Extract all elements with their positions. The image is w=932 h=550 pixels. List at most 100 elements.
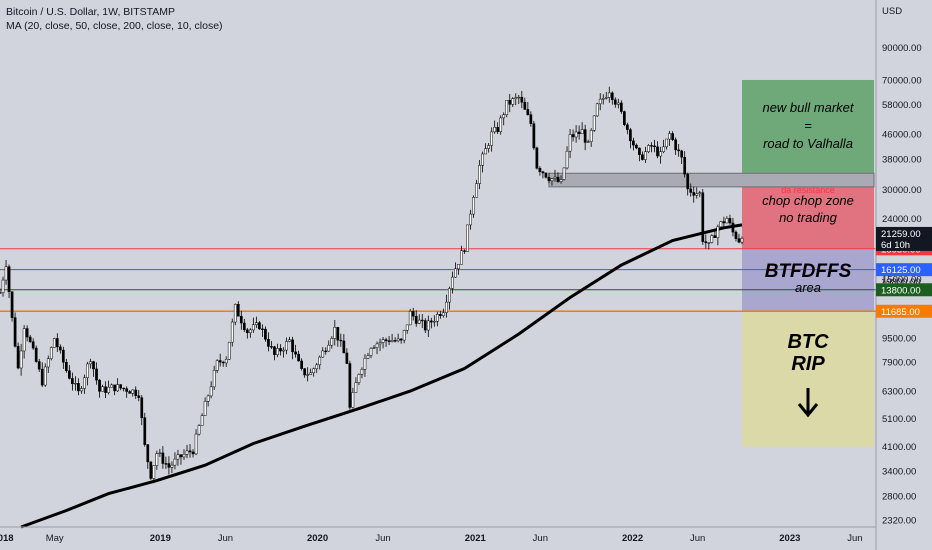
indicator-label[interactable]: MA (20, close, 50, close, 200, close, 10… (6, 20, 223, 32)
candle-body (140, 397, 144, 418)
candle-body (429, 320, 433, 323)
candle (405, 324, 409, 334)
candle-body (626, 124, 629, 130)
time-axis[interactable]: 2018 May 2019 Jun 2020 Jun 2021 Jun 2022 Jun 2023 J… (0, 533, 863, 544)
candle-body (209, 386, 213, 397)
candle (230, 318, 234, 347)
symbol-title[interactable]: Bitcoin / U.S. Dollar, 1W, BITSTAMP (6, 6, 176, 18)
candle-body (0, 292, 2, 294)
y-tick-label: 2800.00 (882, 491, 916, 502)
candle-body (499, 117, 503, 132)
candle (270, 341, 273, 349)
candle-body (276, 348, 279, 355)
candle (487, 143, 490, 153)
candle-body (206, 395, 210, 402)
candle-body (565, 150, 569, 169)
candle-body (683, 156, 687, 175)
candle-body (442, 312, 445, 317)
candle (399, 338, 403, 344)
candle-body (55, 338, 59, 348)
candle-body (264, 328, 267, 340)
candle (619, 100, 623, 114)
candle (478, 159, 481, 190)
candle (10, 291, 14, 322)
candle (490, 127, 493, 152)
candle (131, 389, 135, 397)
candle (267, 332, 270, 352)
candle-body (414, 315, 418, 324)
candle-body (303, 368, 306, 376)
y-tick-label: 3400.00 (882, 466, 916, 477)
candle-body (52, 338, 56, 348)
candle (206, 394, 210, 407)
candle-body (644, 151, 647, 160)
candle-body (517, 96, 521, 99)
x-tick-label: Jun (218, 533, 233, 544)
candle-body (167, 463, 171, 468)
candle-body (378, 342, 382, 345)
x-tick-label: 2022 (622, 533, 643, 544)
candle-body (77, 383, 80, 392)
y-tick-label: 58000.00 (882, 100, 922, 111)
y-tick-label: 24000.00 (882, 214, 922, 225)
candle (607, 86, 611, 103)
candle (61, 346, 65, 369)
candle-body (137, 395, 141, 398)
candle (28, 334, 32, 344)
candle (484, 143, 487, 155)
candle (701, 188, 705, 245)
candle-body (387, 340, 391, 342)
candle (429, 317, 433, 329)
candle-body (372, 347, 376, 349)
candle (77, 378, 80, 396)
candle (342, 334, 346, 354)
candle-body (535, 147, 539, 169)
candle (227, 341, 231, 360)
candle-body (698, 192, 702, 194)
candle-body (321, 350, 325, 358)
candle (318, 355, 322, 370)
candle-body (146, 444, 150, 463)
candle (408, 308, 412, 326)
candle-body (707, 242, 711, 244)
candle (469, 209, 472, 230)
candle (239, 310, 243, 330)
candle-body (629, 129, 632, 142)
y-tick-label: 46000.00 (882, 130, 922, 141)
candle-body (291, 339, 294, 353)
candle-body (623, 111, 626, 126)
candle-body (143, 417, 147, 445)
candle-body (16, 345, 20, 369)
candle (242, 318, 246, 333)
candle (176, 449, 180, 466)
candle-body (701, 192, 705, 242)
candle-body (342, 340, 346, 354)
candle-body (46, 358, 50, 368)
candle (535, 146, 539, 170)
candle (86, 361, 89, 386)
candle-body (230, 321, 234, 343)
countdown-text: 6d 10h (881, 240, 910, 251)
candle (598, 93, 602, 111)
candle (475, 179, 478, 198)
candle (740, 236, 744, 245)
candle-body (592, 115, 596, 131)
candle (604, 91, 608, 100)
candle-body (541, 171, 545, 174)
candle-body (662, 146, 665, 152)
candle (300, 358, 303, 371)
candle (158, 448, 162, 457)
candle (595, 102, 599, 117)
candle-body (571, 134, 575, 138)
candle (493, 120, 497, 134)
candle (34, 345, 38, 363)
candle-body (436, 314, 439, 322)
candle-body (149, 461, 153, 479)
candle-body (496, 127, 500, 132)
candle-body (131, 389, 135, 394)
zone-red (742, 186, 874, 249)
candle (523, 97, 527, 110)
x-tick-label: Jun (690, 533, 705, 544)
